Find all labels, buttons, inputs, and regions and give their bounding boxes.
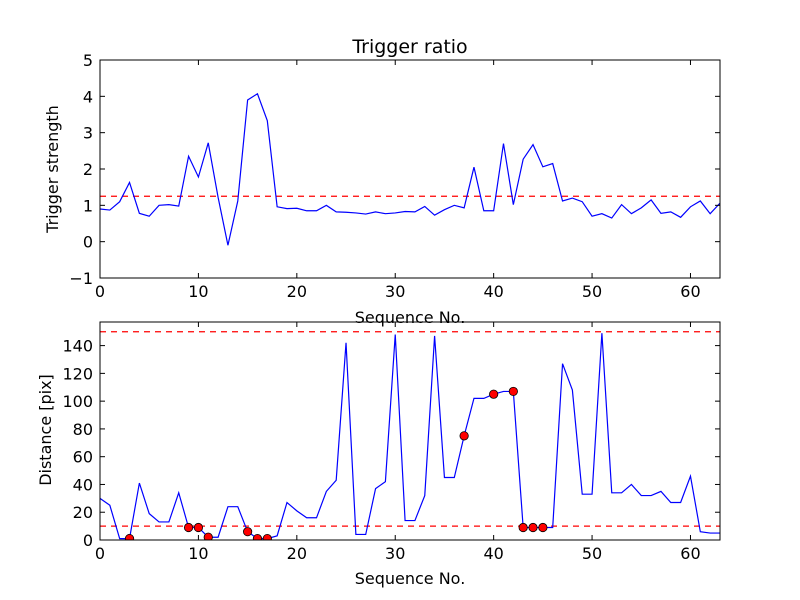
data-point-marker bbox=[183, 522, 194, 533]
y-tick-label: 3 bbox=[83, 124, 93, 143]
x-tick-label: 30 bbox=[385, 544, 405, 563]
x-tick-label: 0 bbox=[95, 282, 105, 301]
y-tick-label: 0 bbox=[83, 233, 93, 252]
bottom-x-axis-label: Sequence No. bbox=[355, 569, 466, 588]
y-tick-label: 2 bbox=[83, 160, 93, 179]
plot-marks bbox=[100, 92, 720, 246]
x-tick-label: 10 bbox=[188, 282, 208, 301]
x-tick-label: 50 bbox=[582, 544, 602, 563]
data-point-marker bbox=[262, 534, 272, 540]
series-line bbox=[100, 333, 720, 540]
top-axes-frame bbox=[99, 59, 721, 279]
data-point-marker bbox=[518, 522, 528, 533]
data-point-marker bbox=[528, 522, 538, 533]
y-tick-label: −1 bbox=[69, 269, 93, 288]
plot-marks bbox=[100, 331, 720, 540]
y-tick-label: 60 bbox=[73, 448, 93, 467]
data-point-marker bbox=[203, 532, 213, 540]
y-tick-label: 4 bbox=[83, 87, 93, 106]
x-tick-label: 60 bbox=[680, 282, 700, 301]
y-tick-label: 100 bbox=[62, 392, 93, 411]
series-line bbox=[100, 92, 720, 246]
bottom-y-axis-label: Distance [pix] bbox=[36, 374, 55, 486]
data-point-marker bbox=[124, 534, 135, 540]
y-tick-label: 40 bbox=[73, 475, 93, 494]
y-tick-label: 140 bbox=[62, 337, 93, 356]
y-tick-label: 20 bbox=[73, 503, 93, 522]
bottom-plot-area bbox=[100, 331, 720, 540]
x-tick-label: 0 bbox=[95, 544, 105, 563]
top-y-axis-label: Trigger strength bbox=[43, 105, 62, 234]
y-tick-label: 5 bbox=[83, 51, 93, 70]
bottom-axis-ticks: 0 10 20 30 40 50 60 0 20 40 60 80 100 120 140 bbox=[62, 322, 720, 563]
y-tick-label: 120 bbox=[62, 364, 93, 383]
data-point-marker bbox=[193, 522, 204, 533]
y-tick-label: 0 bbox=[83, 531, 93, 550]
x-tick-label: 50 bbox=[582, 282, 602, 301]
y-tick-label: 80 bbox=[73, 420, 93, 439]
x-tick-label: 20 bbox=[287, 282, 307, 301]
x-tick-label: 20 bbox=[287, 544, 307, 563]
data-point-marker bbox=[508, 386, 518, 397]
x-tick-label: 10 bbox=[188, 544, 208, 563]
bottom-axes-frame bbox=[99, 321, 721, 541]
x-tick-label: 40 bbox=[483, 282, 503, 301]
y-tick-label: 1 bbox=[83, 196, 93, 215]
data-point-marker bbox=[459, 431, 469, 441]
x-tick-label: 40 bbox=[483, 544, 503, 563]
x-tick-label: 30 bbox=[385, 282, 405, 301]
data-point-marker bbox=[538, 522, 548, 533]
top-chart-title: Trigger ratio bbox=[351, 36, 467, 58]
top-x-axis-label: Sequence No. bbox=[355, 308, 466, 327]
bottom-subplot: 0 10 20 30 40 50 60 0 20 40 60 80 100 120 140 Sequence… bbox=[36, 321, 721, 588]
x-tick-label: 60 bbox=[680, 544, 700, 563]
data-point-marker bbox=[252, 534, 263, 540]
data-point-marker bbox=[243, 527, 253, 537]
top-plot-area bbox=[100, 92, 720, 246]
data-point-marker bbox=[489, 389, 499, 399]
